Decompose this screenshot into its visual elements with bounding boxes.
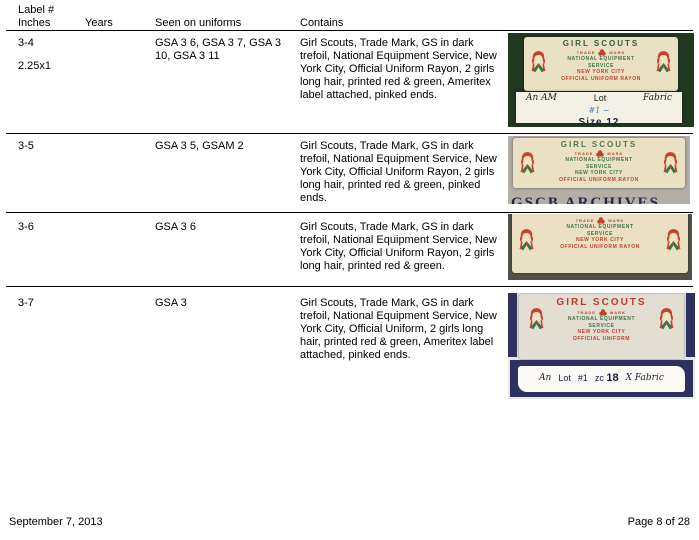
header-years: Years — [85, 17, 113, 29]
trefoil-icon — [597, 217, 606, 224]
label-inches: 2.25x1 — [18, 60, 52, 72]
footer-page-number: Page 8 of 28 — [627, 516, 690, 528]
contains-cell: Girl Scouts, Trade Mark, GS in dark tref… — [300, 297, 497, 361]
trade-text: TRADE — [575, 218, 595, 223]
girl-scout-icon — [663, 152, 678, 174]
trade-text: TRADE — [576, 50, 596, 55]
header-seen-on-uniforms: Seen on uniforms — [155, 17, 242, 29]
seen-cell: GSA 3 5, GSAM 2 — [155, 140, 244, 152]
uniform-label-photo: GIRL SCOUTS TRADE MARK NATIONAL EQUIPMEN… — [508, 136, 690, 204]
tag-script-left: An — [539, 373, 552, 383]
contains-cell: Girl Scouts, Trade Mark, GS in dark tref… — [300, 37, 497, 101]
tag-script-right: Fabric — [643, 93, 672, 103]
seen-cell: GSA 3 6 — [155, 221, 196, 233]
girl-scout-icon — [520, 152, 535, 174]
girl-scout-icon — [519, 229, 534, 251]
girl-scouts-label: GIRL SCOUTS TRADE MARK NATIONAL EQUIPMEN… — [513, 138, 685, 188]
trefoil-icon — [598, 49, 607, 56]
uniform-label-photo: GIRL SCOUTS TRADE MARK NATIONAL EQUIPMEN… — [508, 33, 694, 127]
label-line: NATIONAL EQUIPMENT — [567, 316, 636, 322]
photo-edge — [686, 293, 695, 357]
mark-text: MARK — [609, 310, 626, 315]
girl-scouts-label: GIRL SCOUTS TRADE MARK NATIONAL EQUIPMEN… — [524, 37, 678, 91]
label-line: NEW YORK CITY — [577, 329, 626, 335]
label-number: 3-6 — [18, 221, 34, 233]
header-divider — [6, 30, 693, 31]
label-line: NATIONAL EQUIPMENT — [565, 157, 633, 163]
label-number: 3-5 — [18, 140, 34, 152]
archives-watermark: GSCB ARCHIVES — [511, 195, 660, 204]
label-line: SERVICE — [586, 230, 614, 237]
seen-cell: GSA 3 — [155, 297, 187, 309]
header-inches: Inches — [18, 17, 51, 29]
label-line: NATIONAL EQUIPMENT — [567, 56, 635, 62]
label-line: SERVICE — [585, 163, 613, 170]
mark-text: MARK — [609, 50, 626, 55]
label-title: GIRL SCOUTS — [560, 140, 638, 149]
tag-lot: Lot — [593, 93, 607, 103]
tag-ink-note: #1 ~ — [588, 106, 610, 115]
footer-date: September 7, 2013 — [9, 516, 103, 528]
label-line: OFFICIAL UNIFORM RAYON — [560, 243, 640, 250]
tag-lot: Lot — [558, 373, 571, 383]
girl-scout-icon — [659, 308, 674, 330]
label-number: 3-7 — [18, 297, 34, 309]
seen-cell: GSA 3 6, GSA 3 7, GSA 3 10, GSA 3 11 — [155, 37, 281, 62]
tag-script-left: An AM — [526, 93, 557, 103]
trade-text: TRADE — [577, 310, 596, 315]
label-title: GIRL SCOUTS — [562, 39, 640, 48]
label-title: GIRL SCOUTS — [556, 297, 647, 308]
fabric-tag: An Lot #1 zc 18 X Fabric — [510, 360, 693, 397]
ameritex-tag: An AM Lot Fabric #1 ~ Size 12 — [516, 92, 682, 127]
label-line: OFFICIAL UNIFORM RAYON — [561, 75, 641, 82]
label-line: OFFICIAL UNIFORM RAYON — [559, 176, 639, 183]
label-line: NEW YORK CITY — [577, 69, 625, 75]
trade-text: TRADE — [574, 151, 594, 156]
label-line: NEW YORK CITY — [575, 170, 623, 176]
tag-script-right: X Fabric — [625, 373, 664, 383]
label-line: OFFICIAL UNIFORM — [572, 335, 631, 342]
header-contains: Contains — [300, 17, 344, 29]
row-divider — [6, 286, 693, 287]
girl-scouts-label: GIRL SCOUTS TRADE MARK NATIONAL EQUIPMEN… — [519, 294, 684, 359]
header-label-number: Label # — [18, 4, 55, 16]
girl-scout-icon — [531, 51, 546, 73]
girl-scout-icon — [656, 51, 671, 73]
label-line: SERVICE — [587, 62, 615, 69]
mark-text: MARK — [607, 151, 624, 156]
tag-zc: zc 18 — [594, 372, 619, 384]
table-header: Label # Inches Years Seen on uniforms Co… — [18, 4, 699, 30]
label-title: GIRL SCOUTS — [512, 214, 688, 217]
row-divider — [6, 212, 693, 213]
girl-scout-icon — [529, 308, 544, 330]
row-divider — [6, 133, 693, 134]
photo-edge — [508, 293, 517, 357]
uniform-label-photo: GIRL SCOUTS TRADE MARK NATIONAL EQUIPMEN… — [508, 214, 692, 280]
mark-text: MARK — [608, 218, 625, 223]
uniform-label-photo: GIRL SCOUTS TRADE MARK NATIONAL EQUIPMEN… — [508, 293, 695, 399]
girl-scout-icon — [666, 229, 681, 251]
tag-num: #1 — [577, 373, 588, 383]
tag-size: Size 12 — [578, 117, 620, 127]
girl-scouts-label: GIRL SCOUTS TRADE MARK NATIONAL EQUIPMEN… — [512, 214, 688, 273]
trefoil-icon — [596, 150, 605, 157]
label-line: NEW YORK CITY — [576, 237, 624, 243]
contains-cell: Girl Scouts, Trade Mark, GS in dark tref… — [300, 221, 497, 272]
label-line: SERVICE — [588, 322, 615, 329]
contains-cell: Girl Scouts, Trade Mark, GS in dark tref… — [300, 140, 497, 204]
trefoil-icon — [599, 309, 607, 316]
label-line: NATIONAL EQUIPMENT — [566, 224, 634, 230]
label-number: 3-4 — [18, 37, 34, 49]
